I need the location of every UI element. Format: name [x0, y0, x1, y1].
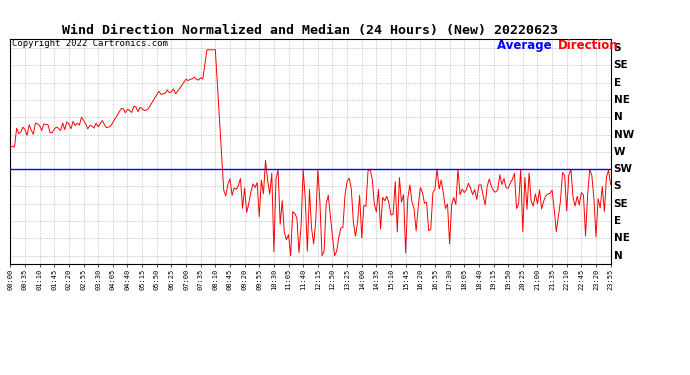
Title: Wind Direction Normalized and Median (24 Hours) (New) 20220623: Wind Direction Normalized and Median (24… — [63, 24, 558, 37]
Text: W: W — [613, 147, 625, 157]
Text: N: N — [613, 251, 622, 261]
Text: S: S — [613, 43, 621, 53]
Text: N: N — [613, 112, 622, 122]
Text: SW: SW — [613, 164, 633, 174]
Text: SE: SE — [613, 199, 629, 209]
Text: NW: NW — [613, 130, 634, 140]
Text: E: E — [613, 78, 621, 88]
Text: NE: NE — [613, 233, 629, 243]
Text: Average: Average — [497, 39, 555, 53]
Text: S: S — [613, 182, 621, 192]
Text: E: E — [613, 216, 621, 226]
Text: Copyright 2022 Cartronics.com: Copyright 2022 Cartronics.com — [12, 39, 168, 48]
Text: Direction: Direction — [558, 39, 618, 53]
Text: NE: NE — [613, 95, 629, 105]
Text: SE: SE — [613, 60, 629, 70]
